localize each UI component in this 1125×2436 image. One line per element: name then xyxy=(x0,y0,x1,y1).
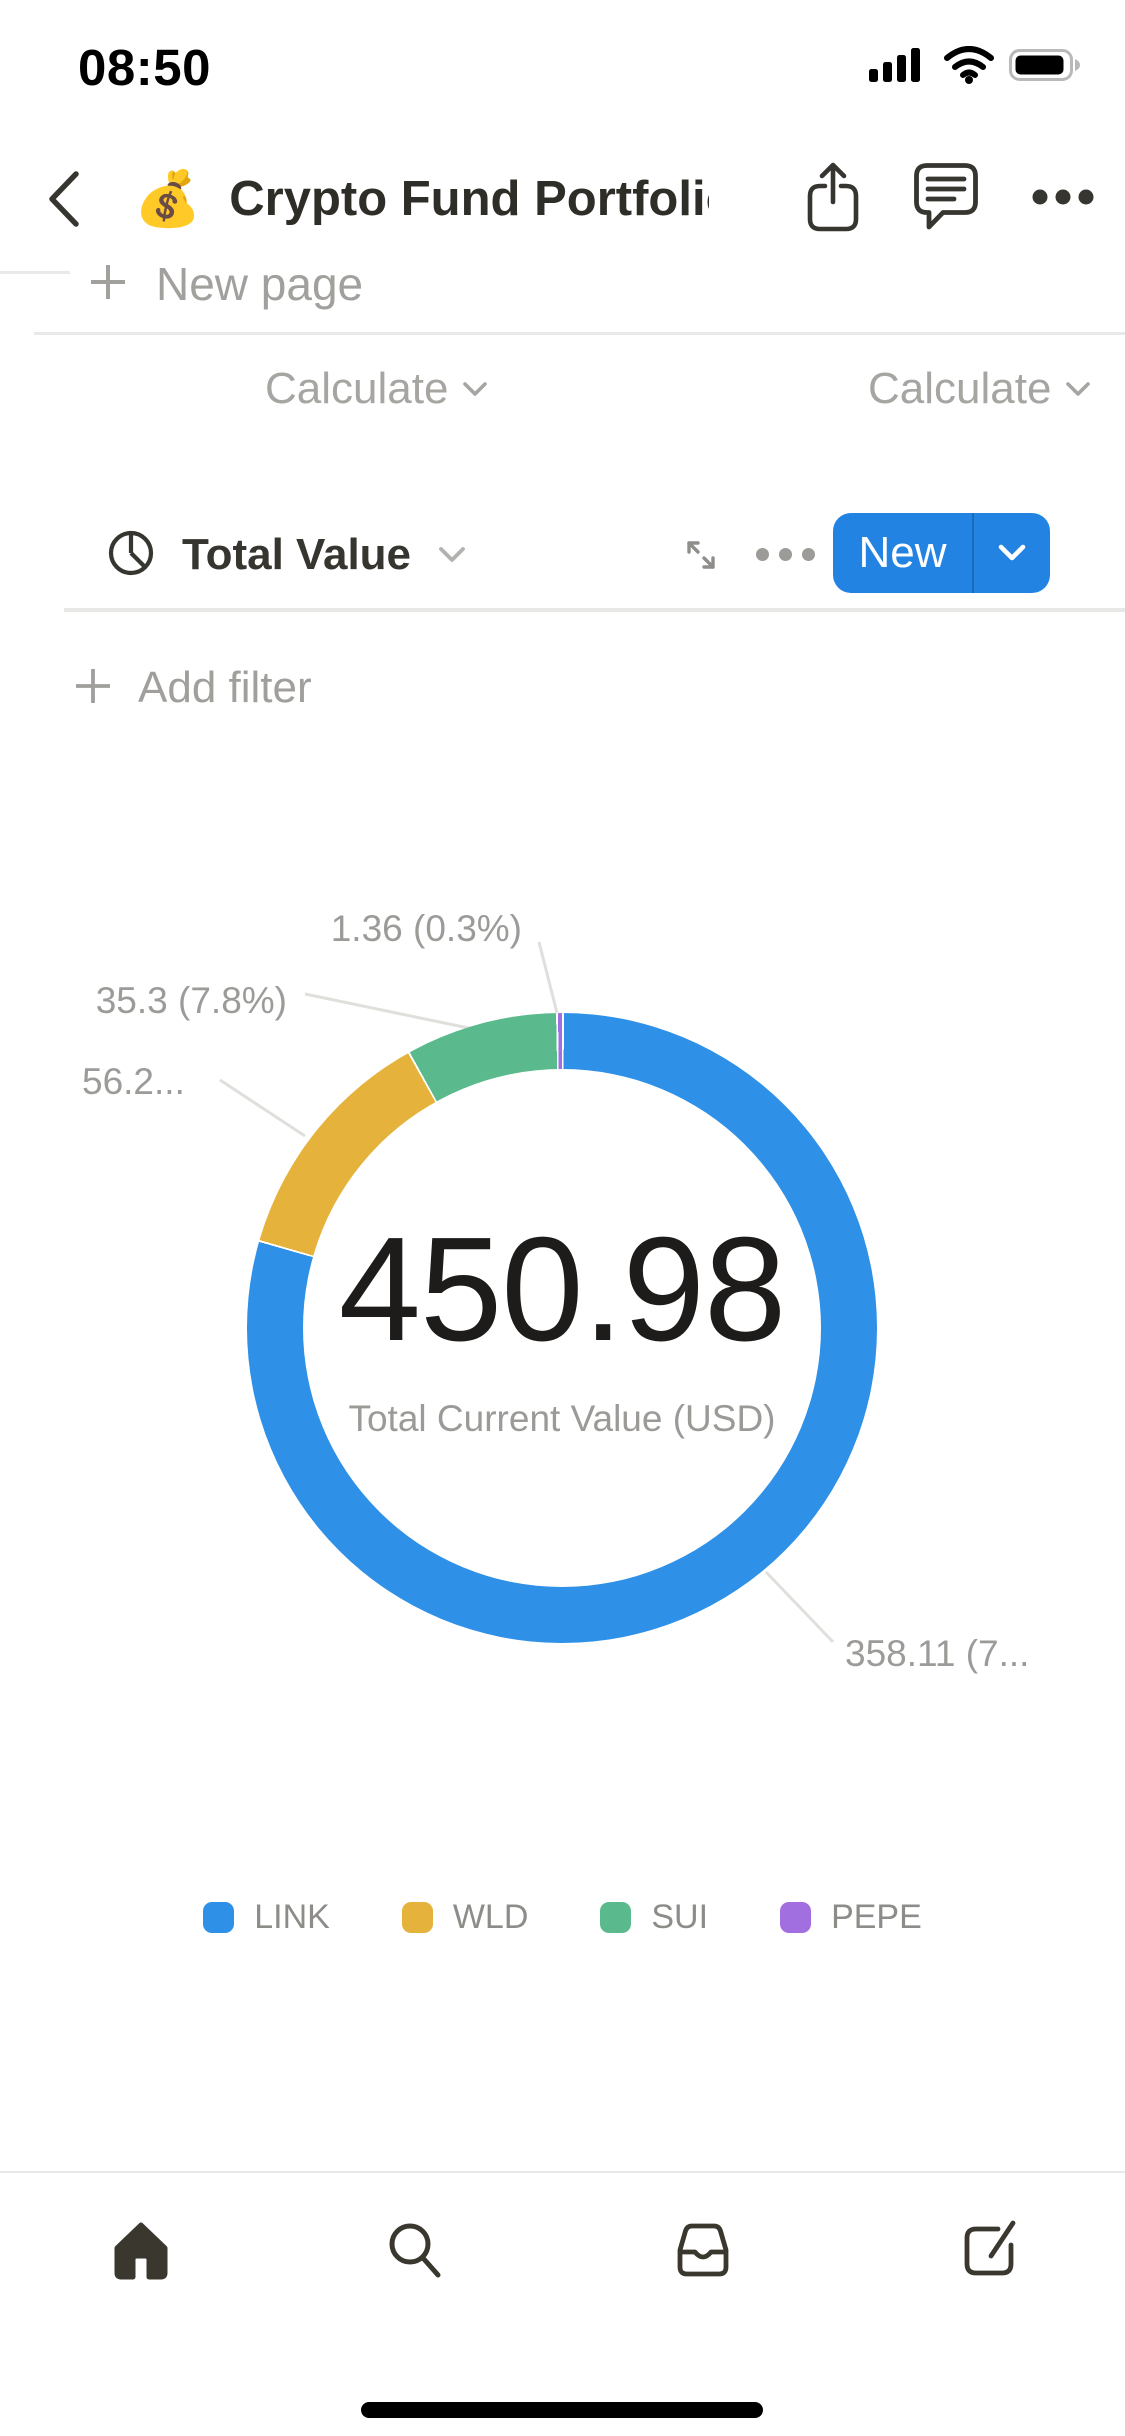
tab-inbox[interactable] xyxy=(643,2205,763,2299)
view-options-icon[interactable] xyxy=(756,548,815,561)
share-icon[interactable] xyxy=(805,160,861,239)
back-button[interactable] xyxy=(42,168,86,230)
callout-wld: 56.2... xyxy=(82,1061,185,1102)
button-separator xyxy=(972,513,974,593)
nav-bar: 💰 Crypto Fund Portfolio xyxy=(0,150,1125,248)
plus-icon xyxy=(88,262,128,307)
calculate-label: Calculate xyxy=(868,364,1052,413)
legend-label: PEPE xyxy=(831,1898,922,1936)
tab-search[interactable] xyxy=(355,2205,475,2299)
pie-chart-icon xyxy=(106,528,156,583)
legend-label: LINK xyxy=(254,1898,330,1936)
new-page-label: New page xyxy=(156,258,364,310)
table-footer: Calculate Calculate xyxy=(0,356,1125,422)
legend-item-wld[interactable]: WLD xyxy=(401,1898,529,1937)
more-options-icon[interactable] xyxy=(1031,187,1095,212)
status-time: 08:50 xyxy=(78,39,211,96)
calculate-dropdown-right[interactable]: Calculate xyxy=(868,356,1091,422)
new-button-label: New xyxy=(858,528,947,577)
page-emoji-icon: 💰 xyxy=(134,169,202,229)
center-caption: Total Current Value (USD) xyxy=(348,1398,776,1439)
compose-icon xyxy=(954,2215,1024,2290)
expand-icon[interactable] xyxy=(683,537,719,573)
callout-sui: 35.3 (7.8%) xyxy=(95,980,287,1021)
calculate-dropdown-left[interactable]: Calculate xyxy=(265,356,488,422)
view-title: Total Value xyxy=(182,530,412,579)
callout-link: 358.11 (7... xyxy=(845,1633,1030,1674)
home-icon xyxy=(107,2216,175,2289)
new-page-button[interactable]: New page xyxy=(88,252,363,316)
legend-swatch xyxy=(203,1902,235,1933)
home-indicator[interactable] xyxy=(361,2402,763,2418)
chart-leader-lines xyxy=(219,941,835,1644)
plus-icon xyxy=(74,667,112,710)
legend-label: WLD xyxy=(452,1898,529,1936)
legend-swatch xyxy=(600,1902,632,1933)
header-divider-stub xyxy=(0,271,70,274)
legend-label: SUI xyxy=(651,1898,709,1936)
legend-swatch xyxy=(401,1902,433,1933)
donut-center: 450.98 Total Current Value (USD) xyxy=(303,1069,821,1587)
tab-bar xyxy=(0,2205,1125,2299)
comments-icon[interactable] xyxy=(913,162,979,237)
chevron-down-icon[interactable] xyxy=(974,542,1050,564)
total-current-value: 450.98 xyxy=(338,1207,787,1372)
chart-legend: LINK WLD SUI PEPE xyxy=(0,1898,1125,1937)
status-icons xyxy=(869,46,1083,89)
calculate-label: Calculate xyxy=(265,364,449,413)
view-title-dropdown[interactable]: Total Value xyxy=(106,508,467,602)
tab-compose[interactable] xyxy=(929,2205,1049,2299)
view-header: Total Value xyxy=(0,508,1125,602)
battery-icon xyxy=(1009,47,1083,88)
add-filter-label: Add filter xyxy=(138,663,312,712)
add-filter-button[interactable]: Add filter xyxy=(74,656,312,720)
signal-strength-icon xyxy=(869,47,929,88)
tab-home[interactable] xyxy=(81,2205,201,2299)
wifi-icon xyxy=(943,46,995,89)
callout-pepe: 1.36 (0.3%) xyxy=(330,908,522,949)
legend-swatch xyxy=(780,1902,812,1933)
inbox-icon xyxy=(668,2216,738,2289)
new-entry-button[interactable]: New xyxy=(833,513,1050,593)
legend-item-link[interactable]: LINK xyxy=(203,1898,330,1937)
page-title: Crypto Fund Portfolio xyxy=(229,172,710,226)
donut-chart: 450.98 Total Current Value (USD) 1.36 (0… xyxy=(0,880,1125,1840)
tab-bar-divider xyxy=(0,2171,1125,2173)
legend-item-pepe[interactable]: PEPE xyxy=(780,1898,922,1937)
divider xyxy=(34,332,1125,335)
divider xyxy=(64,608,1125,612)
search-icon xyxy=(381,2216,449,2289)
legend-item-sui[interactable]: SUI xyxy=(600,1898,708,1937)
